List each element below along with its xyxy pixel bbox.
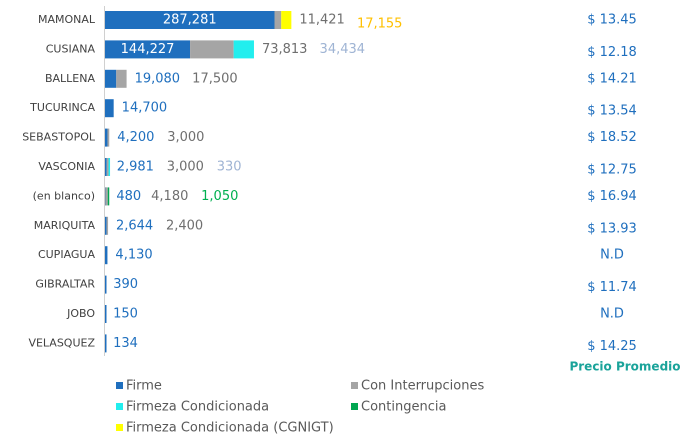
bar-segment xyxy=(105,275,107,294)
legend-label: Contingencia xyxy=(361,400,446,415)
legend-swatch xyxy=(351,382,358,389)
legend-swatch xyxy=(116,424,123,431)
category-label: MAMONAL xyxy=(38,13,96,26)
bar-segment xyxy=(107,128,110,147)
value-label: 134 xyxy=(113,336,138,351)
bar-segment xyxy=(274,11,282,29)
price-label: $ 13.54 xyxy=(587,104,637,119)
bar-segment xyxy=(190,40,234,59)
value-label: 480 xyxy=(116,189,141,204)
price-label: $ 13.45 xyxy=(587,13,637,28)
bar-segment xyxy=(105,128,108,147)
value-label: 17,500 xyxy=(192,71,238,86)
bar-segment xyxy=(105,216,107,235)
price-label: $ 14.21 xyxy=(587,71,637,86)
bar-segment xyxy=(105,158,107,176)
price-label: N.D xyxy=(600,248,624,263)
price-label: N.D xyxy=(600,307,624,322)
price-label: $ 13.93 xyxy=(587,221,637,236)
value-label: 150 xyxy=(113,307,138,322)
value-label: 14,700 xyxy=(122,101,168,116)
value-label: 2,400 xyxy=(166,218,203,233)
bar-segment xyxy=(107,187,110,206)
category-label: VELASQUEZ xyxy=(28,336,95,349)
legend-label: Con Interrupciones xyxy=(361,379,484,394)
value-label: 3,000 xyxy=(167,160,204,175)
bar-segment xyxy=(105,11,275,29)
legend-label: Firmeza Condicionada (CGNIGT) xyxy=(126,421,334,436)
legend-swatch xyxy=(116,382,123,389)
category-label: JOBO xyxy=(66,307,95,320)
value-label: 390 xyxy=(113,277,138,292)
value-label: 73,813 xyxy=(262,42,308,57)
value-label: 4,130 xyxy=(115,248,152,263)
bar-segment xyxy=(233,40,254,59)
category-label: BALLENA xyxy=(45,72,96,85)
price-label: $ 11.74 xyxy=(587,280,637,295)
value-label: 4,180 xyxy=(151,189,188,204)
value-label: 287,281 xyxy=(163,13,217,28)
bar-segment xyxy=(105,40,191,59)
value-label: 2,644 xyxy=(116,218,153,233)
category-label: GIBRALTAR xyxy=(35,278,95,291)
bar-segment xyxy=(105,334,107,353)
price-label: $ 14.25 xyxy=(587,339,637,354)
bar-segment xyxy=(105,69,117,88)
bar-segment xyxy=(281,11,292,29)
bar-segment xyxy=(106,158,109,176)
category-label: TUCURINCA xyxy=(29,101,95,114)
legend-label: Firmeza Condicionada xyxy=(126,400,269,415)
value-label: 17,155 xyxy=(357,17,403,32)
bar-segment xyxy=(105,99,114,118)
prices-title: Precio Promedio xyxy=(569,360,680,374)
bar-segment xyxy=(108,158,111,176)
category-label: VASCONIA xyxy=(38,160,95,173)
price-label: $ 12.18 xyxy=(587,45,637,60)
value-label: 19,080 xyxy=(135,71,181,86)
category-label: MARIQUITA xyxy=(34,219,96,232)
legend-swatch xyxy=(116,403,123,410)
legend-label: Firme xyxy=(126,379,162,394)
value-label: 1,050 xyxy=(201,189,238,204)
legend-swatch xyxy=(351,403,358,410)
price-label: $ 12.75 xyxy=(587,163,637,178)
value-label: 330 xyxy=(217,160,242,175)
value-label: 3,000 xyxy=(167,130,204,145)
category-label: SEBASTOPOL xyxy=(22,131,96,144)
value-label: 144,227 xyxy=(121,42,175,57)
category-label: CUSIANA xyxy=(46,42,96,55)
value-label: 34,434 xyxy=(320,42,366,57)
price-label: $ 16.94 xyxy=(587,189,637,204)
bar-segment xyxy=(106,216,109,235)
bar-segment xyxy=(105,246,108,265)
price-label: $ 18.52 xyxy=(587,130,637,145)
value-label: 11,421 xyxy=(299,13,345,28)
bar-segment xyxy=(116,69,127,88)
value-label: 4,200 xyxy=(117,130,154,145)
value-label: 2,981 xyxy=(117,160,154,175)
bar-segment xyxy=(105,187,108,206)
category-label: (en blanco) xyxy=(33,189,95,202)
bar-segment xyxy=(105,305,107,323)
category-label: CUPIAGUA xyxy=(38,248,96,261)
